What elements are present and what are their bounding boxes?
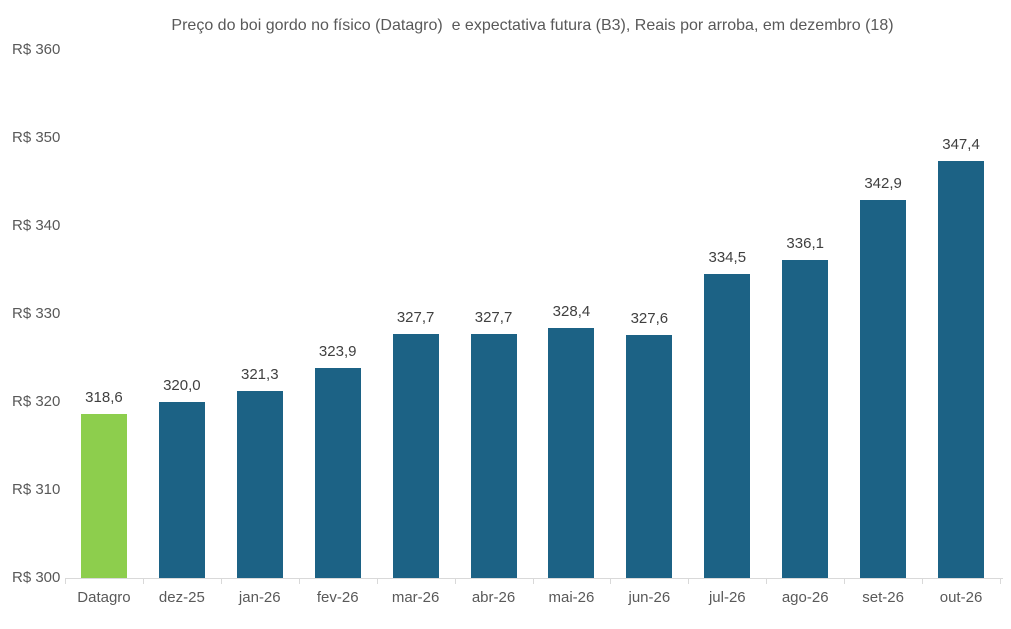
x-axis-category-label: mar-26: [391, 589, 440, 606]
x-axis-tick-mark: [376, 579, 378, 584]
bar-value-label: 334,5: [708, 249, 747, 267]
y-axis-tick-label: R$ 310: [12, 481, 61, 498]
x-axis-category-label: dez-25: [158, 589, 205, 606]
bar-mar-26: [392, 334, 439, 578]
x-axis-tick-mark: [844, 579, 846, 584]
x-axis-tick-mark: [766, 579, 768, 584]
x-axis-tick-mark: [220, 579, 222, 584]
bar-value-label: 323,9: [318, 342, 357, 360]
x-axis-tick-mark: [688, 579, 690, 584]
bar-jul-26: [704, 274, 751, 578]
bar-jun-26: [626, 335, 673, 578]
bar-abr-26: [470, 334, 517, 578]
x-axis-tick-mark: [298, 579, 300, 584]
bar-ago-26: [782, 260, 829, 578]
x-axis-category-label: jun-26: [628, 589, 671, 606]
bar-dez-25: [158, 402, 205, 578]
x-axis-category-label: fev-26: [316, 589, 359, 606]
bar-value-label: 327,7: [474, 309, 513, 327]
x-axis-category-label: ago-26: [781, 589, 829, 606]
bar-fev-26: [314, 367, 361, 578]
bar-value-label: 328,4: [552, 303, 591, 321]
x-axis-category-label: out-26: [939, 589, 983, 606]
chart-title: Preço do boi gordo no físico (Datagro) e…: [171, 17, 894, 34]
x-axis-line: [65, 578, 1003, 579]
x-axis-category-label: mai-26: [548, 589, 595, 606]
bar-out-26: [938, 160, 985, 578]
bar-jan-26: [236, 390, 283, 578]
bar-value-label: 336,1: [786, 235, 824, 253]
y-axis-tick-label: R$ 330: [12, 305, 61, 322]
x-axis-category-label: jul-26: [708, 589, 746, 606]
x-axis-category-label: abr-26: [471, 589, 516, 606]
x-axis-tick-mark: [1000, 579, 1001, 584]
bar-value-label: 347,4: [942, 135, 980, 153]
x-axis-tick-mark: [142, 579, 144, 584]
x-axis-tick-mark: [454, 579, 456, 584]
bar-value-label: 327,6: [630, 310, 669, 328]
x-axis-tick-mark: [922, 579, 924, 584]
bar-value-label: 320,0: [163, 377, 201, 394]
x-axis-category-label: set-26: [862, 589, 904, 606]
bar-set-26: [860, 200, 907, 578]
bar-value-label: 318,6: [85, 389, 123, 407]
x-axis-tick-mark: [532, 579, 534, 584]
bar-mai-26: [548, 328, 595, 578]
y-axis-tick-label: R$ 350: [12, 129, 61, 146]
y-axis-tick-label: R$ 340: [12, 217, 61, 234]
bar-value-label: 321,3: [241, 365, 279, 383]
x-axis-category-label: jan-26: [238, 589, 281, 606]
x-axis-category-label: Datagro: [77, 589, 131, 606]
y-axis-tick-label: R$ 300: [12, 569, 61, 586]
bar-value-label: 342,9: [864, 175, 902, 193]
y-axis-tick-label: R$ 320: [12, 393, 61, 410]
y-axis-tick-label: R$ 360: [12, 41, 61, 58]
bar-value-label: 327,7: [396, 309, 435, 327]
x-axis-tick-mark: [610, 579, 612, 584]
x-axis-tick-mark: [65, 579, 66, 584]
bar-Datagro: [80, 414, 127, 578]
